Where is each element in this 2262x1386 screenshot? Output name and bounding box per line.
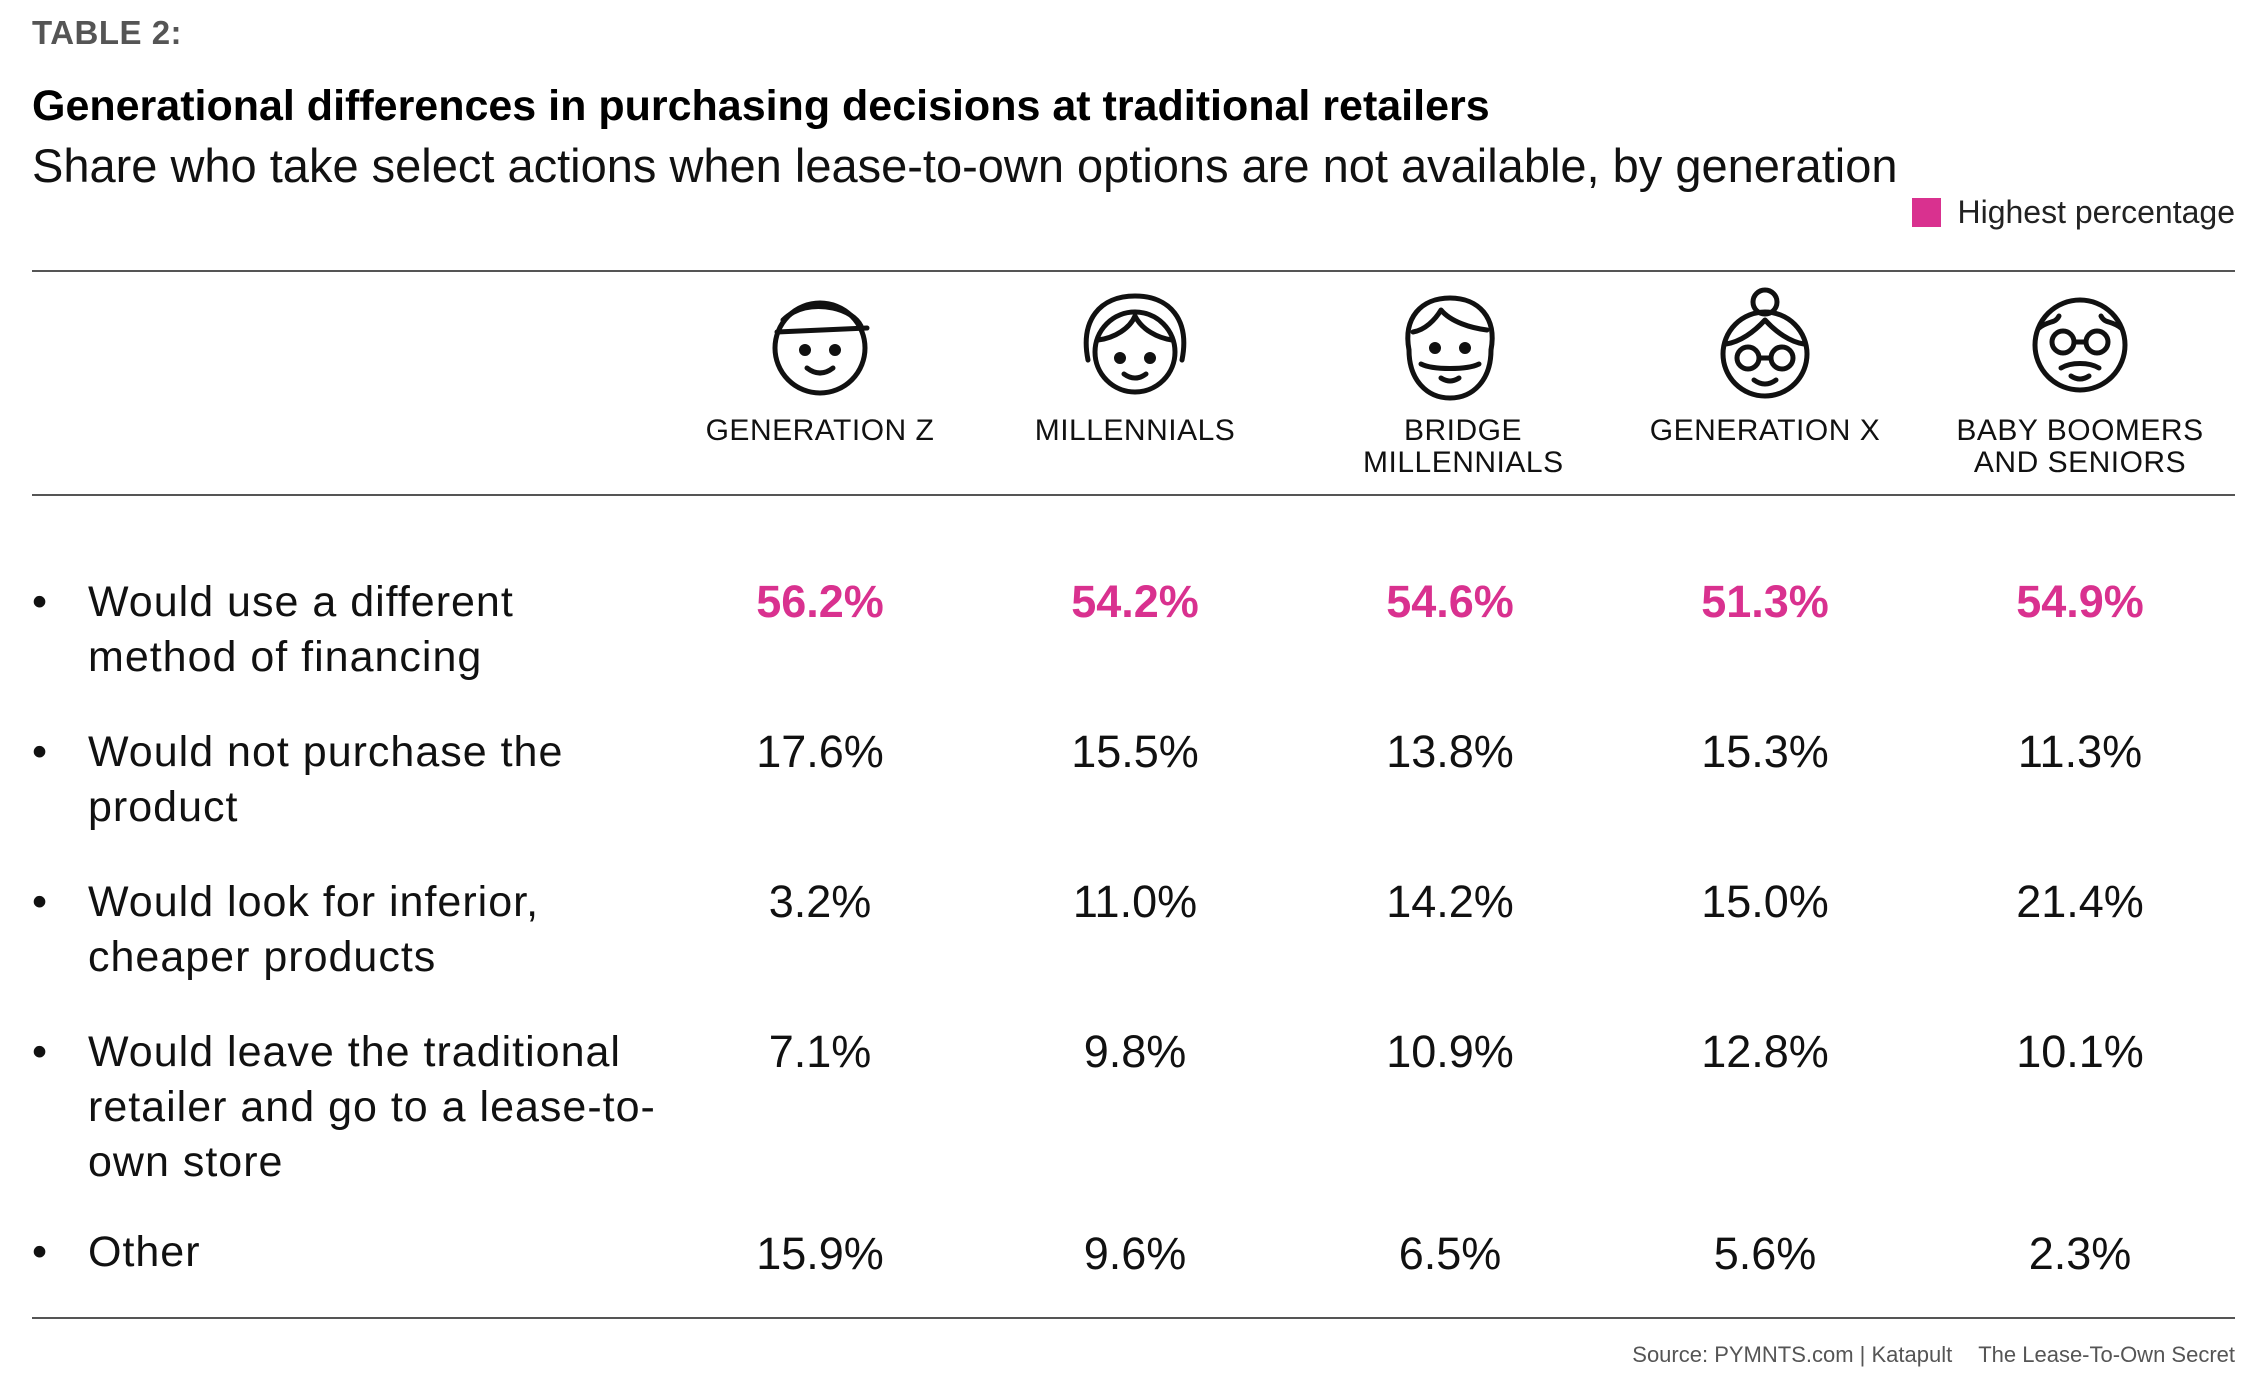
- top-rule: [32, 270, 2235, 272]
- millennial-face-icon: [1083, 293, 1187, 395]
- value-cell: 12.8%: [1701, 1026, 1829, 1077]
- value-cell: 15.3%: [1701, 726, 1829, 777]
- value-cell: 56.2%: [756, 576, 884, 627]
- value-cell: 15.0%: [1701, 876, 1829, 927]
- column-header-millennials: MILLENNIALS: [1034, 414, 1236, 447]
- row-label: • Would look for inferior, cheaper produ…: [32, 875, 692, 985]
- row-label: • Would not purchase the product: [32, 725, 692, 835]
- value-cell: 5.6%: [1713, 1228, 1817, 1279]
- value-cell: 54.6%: [1386, 576, 1514, 627]
- value-cell: 3.2%: [768, 876, 872, 927]
- bullet: •: [32, 1228, 49, 1276]
- bridge-millennial-face-icon: [1405, 295, 1495, 401]
- gen-x-face-icon: [1720, 287, 1810, 399]
- row-label: • Would leave the traditional retailer a…: [32, 1025, 692, 1190]
- column-header-generation-z: GENERATION Z: [705, 414, 935, 447]
- bullet: •: [32, 578, 49, 626]
- chart-subtitle: Share who take select actions when lease…: [32, 139, 1898, 192]
- value-cell: 6.5%: [1398, 1228, 1502, 1279]
- gen-z-face-icon: [772, 300, 870, 396]
- legend: Highest percentage: [1912, 194, 2235, 231]
- legend-swatch: [1912, 198, 1942, 227]
- header-rule: [32, 494, 2235, 496]
- column-header-bridge-millennials-text: BRIDGE MILLENNIALS: [1363, 414, 1564, 479]
- column-header-baby-boomers-text: BABY BOOMERS AND SENIORS: [1956, 414, 2204, 479]
- value-cell: 14.2%: [1386, 876, 1514, 927]
- value-cell: 15.9%: [756, 1228, 884, 1279]
- value-cell: 10.1%: [2016, 1026, 2144, 1077]
- report-title: The Lease-To-Own Secret: [1978, 1342, 2235, 1367]
- value-cell: 7.1%: [768, 1026, 872, 1077]
- legend-label: Highest percentage: [1957, 194, 2235, 230]
- row-label: • Would use a different method of financ…: [32, 575, 692, 685]
- value-cell: 10.9%: [1386, 1026, 1514, 1077]
- value-cell: 11.3%: [2017, 726, 2143, 777]
- row-label-text: Would not purchase the product: [88, 728, 564, 831]
- value-cell: 21.4%: [2016, 876, 2144, 927]
- row-label-text: Other: [88, 1228, 201, 1276]
- row-label: • Other: [32, 1225, 692, 1280]
- bullet: •: [32, 728, 49, 776]
- value-cell: 15.5%: [1071, 726, 1199, 777]
- value-cell: 51.3%: [1701, 576, 1829, 627]
- table-label: TABLE 2:: [32, 14, 183, 51]
- bullet: •: [32, 878, 49, 926]
- row-label-text: Would leave the traditional retailer and…: [88, 1028, 656, 1186]
- value-cell: 54.2%: [1071, 576, 1199, 627]
- row-label-text: Would use a different method of financin…: [88, 578, 514, 681]
- column-header-generation-x: GENERATION X: [1649, 414, 1881, 447]
- boomer-face-icon: [2032, 297, 2128, 393]
- bullet: •: [32, 1028, 49, 1076]
- column-header-baby-boomers: BABY BOOMERS AND SENIORS: [1930, 415, 2230, 479]
- value-cell: 13.8%: [1386, 726, 1514, 777]
- value-cell: 9.8%: [1083, 1026, 1187, 1077]
- row-label-text: Would look for inferior, cheaper product…: [88, 878, 540, 981]
- value-cell: 11.0%: [1072, 876, 1198, 927]
- bottom-rule: [32, 1317, 2235, 1319]
- source-note: Source: PYMNTS.com | Katapult The Lease-T…: [1632, 1342, 2235, 1368]
- value-cell: 2.3%: [2028, 1228, 2132, 1279]
- value-cell: 54.9%: [2016, 576, 2144, 627]
- value-cell: 9.6%: [1083, 1228, 1187, 1279]
- chart-title: Generational differences in purchasing d…: [32, 82, 1490, 130]
- source-text: Source: PYMNTS.com | Katapult: [1632, 1342, 1953, 1367]
- column-header-bridge-millennials: BRIDGE MILLENNIALS: [1298, 415, 1628, 479]
- value-cell: 17.6%: [756, 726, 884, 777]
